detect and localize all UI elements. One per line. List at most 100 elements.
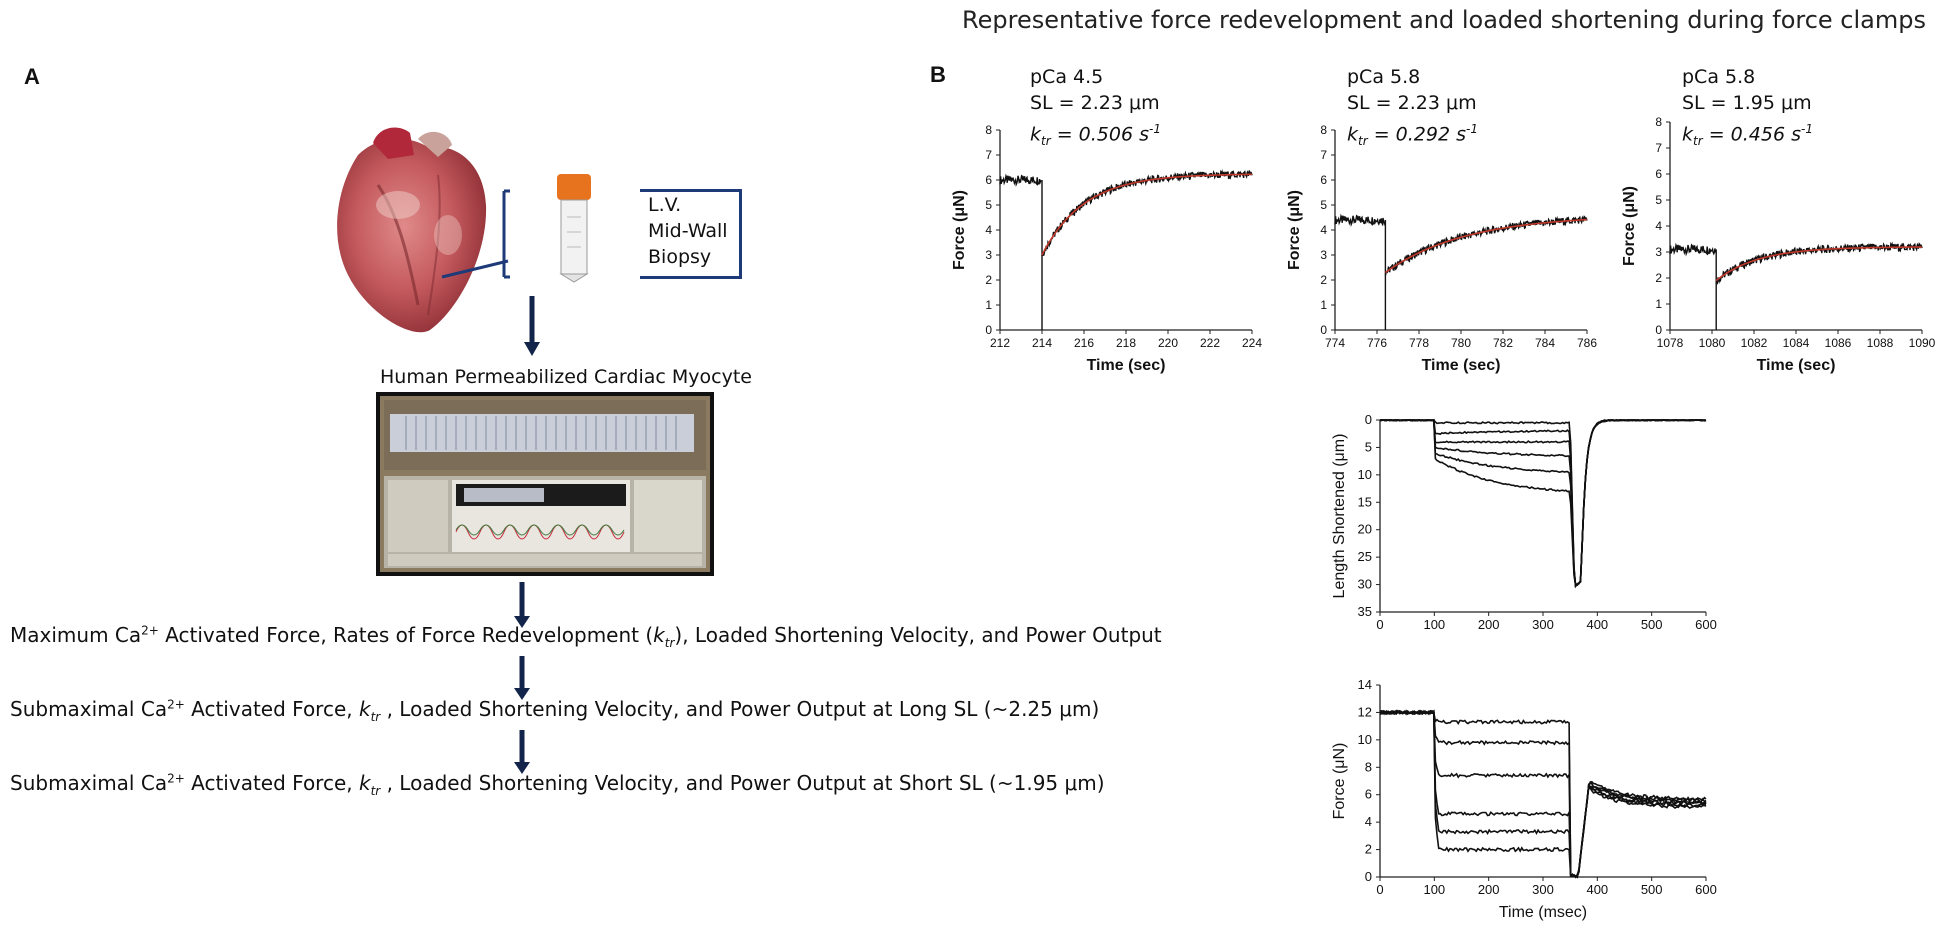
biopsy-line-2: Mid-Wall — [648, 220, 728, 242]
x-tick-label: 500 — [1641, 882, 1663, 897]
ktr-fit-curve — [1384, 218, 1587, 274]
x-tick-label: 1080 — [1699, 336, 1726, 350]
y-tick-label: 6 — [1655, 167, 1662, 181]
ktr-chart-pca45: 212 214 216 218 220 222 224 0 1 2 3 4 5 6 7 8 Time (sec)… — [951, 123, 1262, 374]
step-2-k: k — [358, 697, 371, 721]
condition-3: pCa 5.8 SL = 1.95 μm ktr = 0.456 s-1 — [1682, 64, 1813, 154]
step-1-mid: Activated Force, Rates of Force Redevelo… — [158, 623, 654, 647]
x-tick-label: 1090 — [1909, 336, 1936, 350]
condition-2-sl: SL = 2.23 μm — [1347, 92, 1477, 114]
force-trace-baseline — [1334, 213, 1386, 227]
biopsy-label: L.V. Mid-Wall Biopsy — [648, 192, 728, 270]
y-tick-label: 1 — [985, 298, 992, 312]
y-tick-label: 30 — [1358, 577, 1372, 592]
x-tick-label: 600 — [1695, 617, 1717, 632]
x-tick-label: 1078 — [1657, 336, 1684, 350]
x-tick-label: 1088 — [1867, 336, 1894, 350]
length-trace — [1380, 419, 1707, 589]
y-tick-label: 8 — [1655, 115, 1662, 129]
y-tick-label: 2 — [1320, 273, 1327, 287]
arrow-down-icon — [514, 730, 530, 774]
y-tick-label: 5 — [1655, 193, 1662, 207]
y-tick-label: 10 — [1358, 732, 1372, 747]
x-tick-label: 1084 — [1783, 336, 1810, 350]
length-trace — [1379, 419, 1707, 587]
force-clamp-trace — [1379, 709, 1707, 879]
x-tick-label: 300 — [1532, 882, 1554, 897]
x-tick-label: 400 — [1586, 882, 1608, 897]
biopsy-label-box — [640, 189, 742, 279]
y-axis-label: Force (μN) — [951, 190, 968, 270]
y-tick-label: 7 — [1320, 148, 1327, 162]
y-tick-label: 6 — [1365, 787, 1372, 802]
y-tick-label: 10 — [1358, 467, 1372, 482]
x-tick-label: 780 — [1451, 336, 1471, 350]
y-tick-label: 20 — [1358, 522, 1372, 537]
force-trace-baseline — [1669, 242, 1717, 257]
flow-step-1: Maximum Ca2+ Activated Force, Rates of F… — [10, 623, 1162, 650]
y-tick-label: 35 — [1358, 604, 1372, 619]
myocyte-label: Human Permeabilized Cardiac Myocyte — [380, 366, 752, 388]
condition-2-k: k — [1347, 123, 1359, 146]
y-tick-label: 0 — [985, 323, 992, 337]
force-clamp-trace — [1379, 709, 1707, 878]
y-tick-label: 5 — [1320, 198, 1327, 212]
x-tick-label: 784 — [1535, 336, 1555, 350]
condition-1-sub: tr — [1041, 134, 1051, 149]
x-tick-label: 786 — [1577, 336, 1597, 350]
length-trace — [1379, 418, 1707, 588]
step-2-mid: Activated Force, — [184, 697, 359, 721]
y-tick-label: 8 — [1365, 759, 1372, 774]
biopsy-pointer — [441, 189, 510, 279]
panel-b-label: B — [930, 62, 946, 87]
x-tick-label: 1082 — [1741, 336, 1768, 350]
condition-3-ktr: ktr = 0.456 s-1 — [1682, 116, 1813, 154]
condition-2: pCa 5.8 SL = 2.23 μm ktr = 0.292 s-1 — [1347, 64, 1478, 154]
x-tick-label: 774 — [1325, 336, 1345, 350]
condition-3-sub: tr — [1693, 134, 1703, 149]
condition-3-exp: -1 — [1801, 122, 1813, 136]
x-tick-label: 212 — [990, 336, 1010, 350]
y-tick-label: 1 — [1320, 298, 1327, 312]
myocyte-rig-image — [376, 392, 714, 576]
length-trace — [1379, 419, 1707, 589]
y-tick-label: 6 — [985, 173, 992, 187]
x-tick-label: 200 — [1478, 617, 1500, 632]
y-tick-label: 8 — [985, 123, 992, 137]
y-axis-label: Force (μN) — [1331, 743, 1348, 820]
x-tick-label: 778 — [1409, 336, 1429, 350]
y-tick-label: 3 — [1320, 248, 1327, 262]
condition-2-ktr: ktr = 0.292 s-1 — [1347, 116, 1478, 154]
y-tick-label: 2 — [1655, 271, 1662, 285]
y-tick-label: 25 — [1358, 549, 1372, 564]
y-tick-label: 0 — [1365, 869, 1372, 884]
x-tick-label: 214 — [1032, 336, 1052, 350]
x-tick-label: 200 — [1478, 882, 1500, 897]
force-clamp-trace — [1379, 709, 1707, 878]
condition-3-pca: pCa 5.8 — [1682, 66, 1756, 88]
x-tick-label: 1086 — [1825, 336, 1852, 350]
y-tick-label: 0 — [1365, 412, 1372, 427]
x-tick-label: 0 — [1376, 882, 1383, 897]
x-tick-label: 776 — [1367, 336, 1387, 350]
y-tick-label: 7 — [985, 148, 992, 162]
y-tick-label: 8 — [1320, 123, 1327, 137]
y-tick-label: 12 — [1358, 704, 1372, 719]
flow-step-3: Submaximal Ca2+ Activated Force, ktr , L… — [10, 771, 1105, 798]
y-tick-label: 6 — [1320, 173, 1327, 187]
force-trace-baseline — [999, 173, 1042, 187]
arrow-down-icon — [524, 296, 540, 356]
x-tick-label: 218 — [1116, 336, 1136, 350]
sample-tube-icon — [557, 174, 591, 283]
step-2-sub: tr — [370, 710, 381, 724]
step-3-k: k — [358, 771, 371, 795]
step-2-post: , Loaded Shortening Velocity, and Power … — [380, 697, 1100, 721]
step-1-sup: 2+ — [141, 623, 159, 638]
step-3-post: , Loaded Shortening Velocity, and Power … — [380, 771, 1105, 795]
x-tick-label: 100 — [1423, 882, 1445, 897]
ktr-fit-curve — [1715, 246, 1922, 282]
y-tick-label: 4 — [985, 223, 992, 237]
condition-2-val: = 0.292 s — [1367, 123, 1466, 146]
length-shortened-chart: 0 100 200 300 400 500 600 0 5 10 15 20 25 30 35 Length … — [1331, 412, 1717, 632]
x-tick-label: 0 — [1376, 617, 1383, 632]
